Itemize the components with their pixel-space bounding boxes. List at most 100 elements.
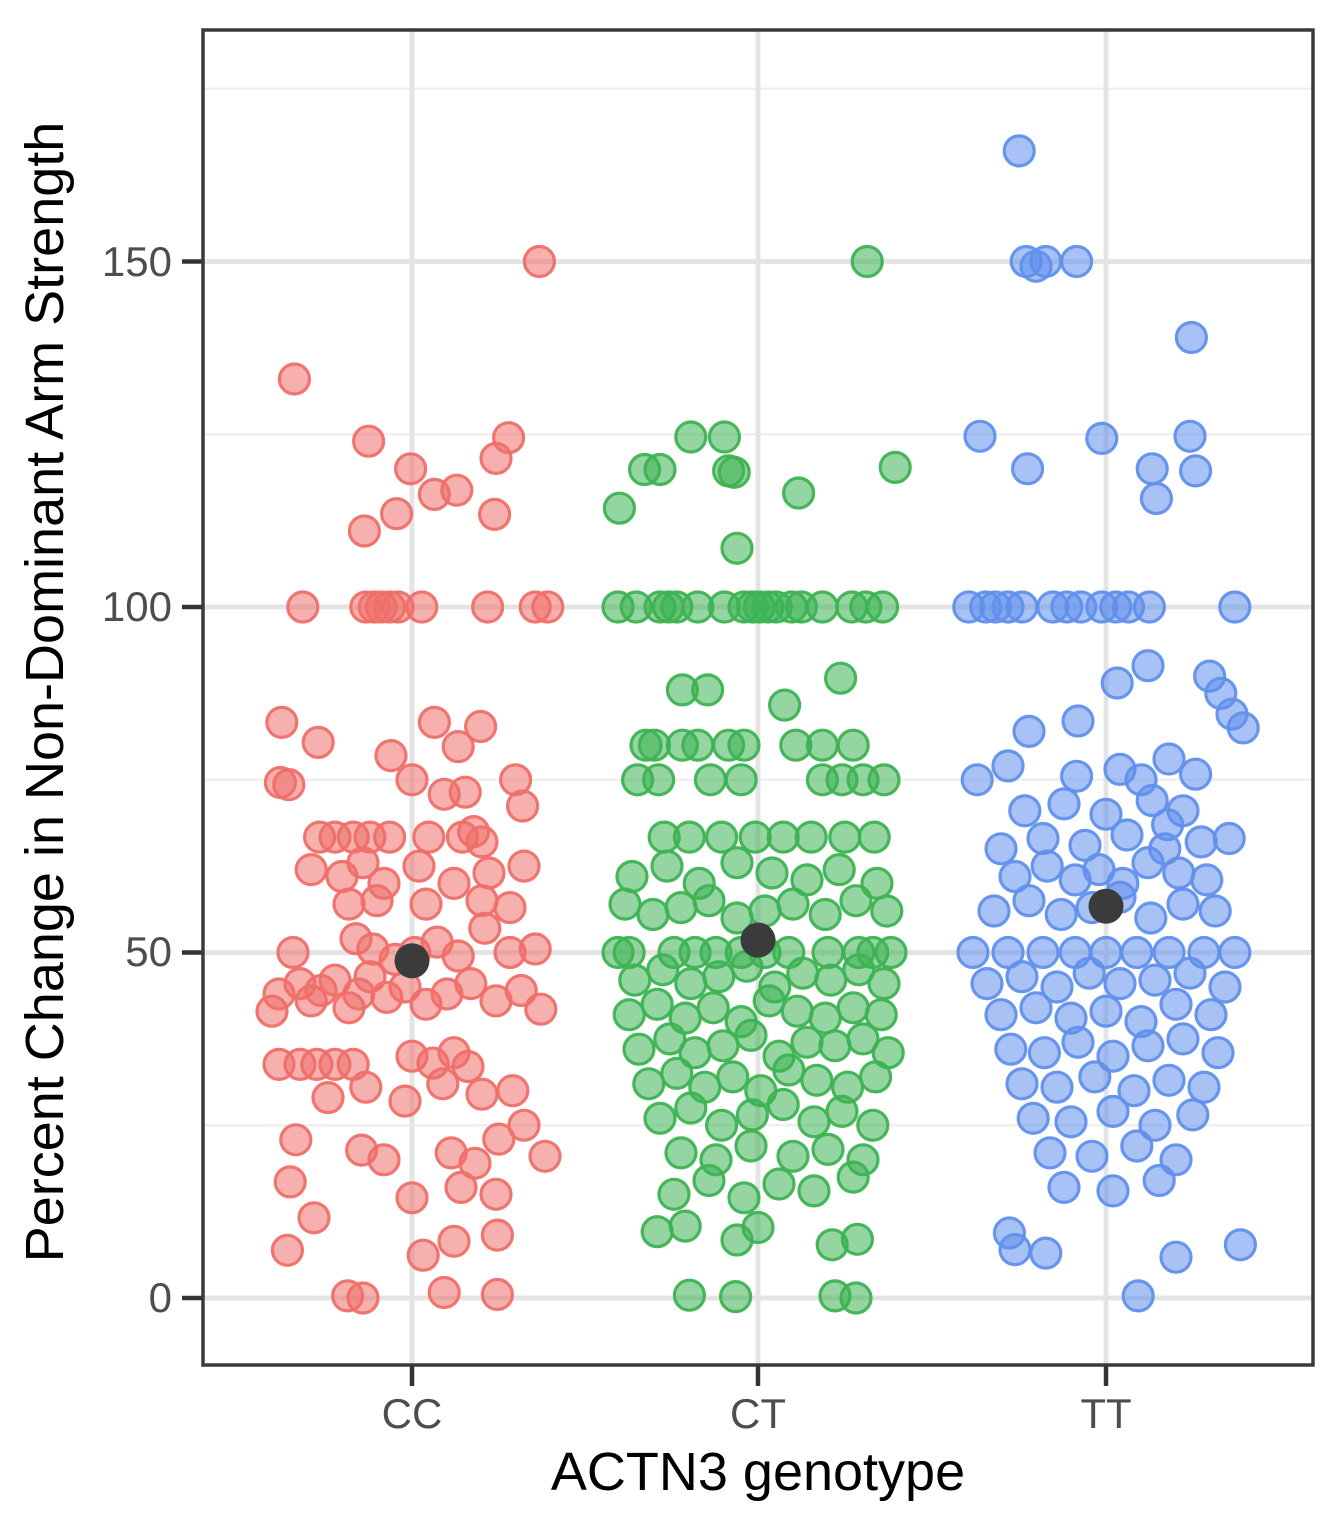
data-point	[790, 1025, 824, 1059]
data-point	[279, 1123, 313, 1157]
data-point	[977, 894, 1011, 928]
data-point	[1138, 1108, 1172, 1142]
data-point	[766, 820, 800, 854]
data-point	[825, 1094, 859, 1129]
data-point	[856, 1108, 890, 1142]
data-point	[766, 1087, 800, 1122]
data-point	[692, 884, 726, 918]
data-point	[612, 935, 646, 970]
data-point	[528, 1139, 562, 1173]
data-point	[646, 953, 680, 987]
data-point	[367, 1143, 401, 1177]
data-point	[794, 820, 828, 854]
data-point	[984, 998, 1018, 1032]
data-point	[1100, 666, 1134, 700]
data-point	[674, 420, 708, 454]
mean-dot	[1088, 888, 1124, 924]
data-point	[727, 1181, 761, 1215]
data-point	[395, 763, 429, 797]
data-point	[1138, 963, 1172, 997]
data-point	[693, 763, 728, 797]
data-point	[867, 763, 901, 797]
data-point	[507, 849, 541, 883]
data-point	[349, 1070, 383, 1104]
data-point	[1218, 590, 1252, 624]
data-point	[1187, 1070, 1221, 1104]
data-point	[836, 1160, 870, 1194]
data-point	[437, 1224, 471, 1258]
mean-dot	[740, 922, 776, 958]
data-point	[836, 991, 870, 1025]
data-point	[867, 966, 901, 1001]
data-point	[1223, 1228, 1258, 1262]
data-point	[1089, 797, 1123, 831]
data-point	[451, 1049, 485, 1084]
data-point	[681, 728, 715, 762]
data-point	[1096, 1094, 1130, 1129]
data-point	[612, 998, 646, 1032]
mean-dot	[394, 943, 430, 979]
data-point	[741, 1210, 775, 1245]
data-point	[1068, 828, 1102, 863]
data-point	[394, 452, 428, 486]
data-point	[1029, 244, 1063, 279]
data-point	[465, 825, 499, 859]
data-point	[270, 1233, 304, 1267]
data-point	[1135, 783, 1169, 818]
y-tick-label-100: 100	[101, 583, 172, 630]
data-point	[426, 1067, 460, 1101]
x-axis-title: ACTN3 genotype	[550, 1442, 966, 1502]
data-point	[998, 859, 1032, 894]
data-point	[1121, 1279, 1155, 1313]
data-point	[1159, 1240, 1193, 1274]
data-point	[870, 894, 904, 928]
data-point	[1190, 863, 1224, 897]
data-point	[878, 450, 912, 484]
data-point	[1166, 887, 1200, 921]
data-point	[1047, 1170, 1081, 1205]
data-point	[874, 935, 908, 970]
data-point	[1005, 590, 1039, 624]
data-point	[417, 705, 451, 740]
data-point	[858, 1060, 893, 1094]
data-point	[1033, 1136, 1067, 1170]
data-point	[374, 738, 408, 773]
data-point	[716, 1060, 750, 1094]
data-point	[458, 1146, 492, 1180]
data-point	[727, 728, 761, 762]
data-point	[818, 1029, 852, 1063]
data-point	[781, 476, 816, 510]
data-point	[1134, 901, 1168, 935]
data-point	[828, 820, 862, 854]
data-point	[402, 849, 436, 883]
data-point	[1012, 714, 1046, 749]
data-point	[493, 890, 527, 925]
data-point	[1110, 818, 1144, 852]
data-point	[1173, 419, 1207, 453]
data-point	[704, 1108, 739, 1142]
data-point	[790, 863, 824, 897]
data-point	[1096, 1174, 1130, 1208]
data-point	[963, 419, 997, 453]
data-point	[643, 1101, 677, 1135]
data-point	[608, 887, 642, 921]
data-point	[1040, 1070, 1074, 1104]
data-point	[1120, 935, 1154, 970]
data-point	[347, 514, 381, 548]
data-point	[811, 935, 845, 970]
data-point	[472, 856, 506, 890]
data-point	[1075, 1139, 1109, 1173]
data-point	[717, 455, 751, 489]
data-point	[822, 852, 856, 887]
data-point	[1139, 481, 1174, 516]
data-point	[1173, 956, 1207, 990]
data-point	[1047, 787, 1081, 821]
data-point	[1178, 454, 1213, 488]
data-point	[507, 1108, 541, 1142]
x-tick-label-tt: TT	[1080, 1390, 1132, 1437]
data-point	[480, 1277, 514, 1312]
data-point	[1131, 846, 1165, 880]
data-point	[752, 984, 786, 1018]
